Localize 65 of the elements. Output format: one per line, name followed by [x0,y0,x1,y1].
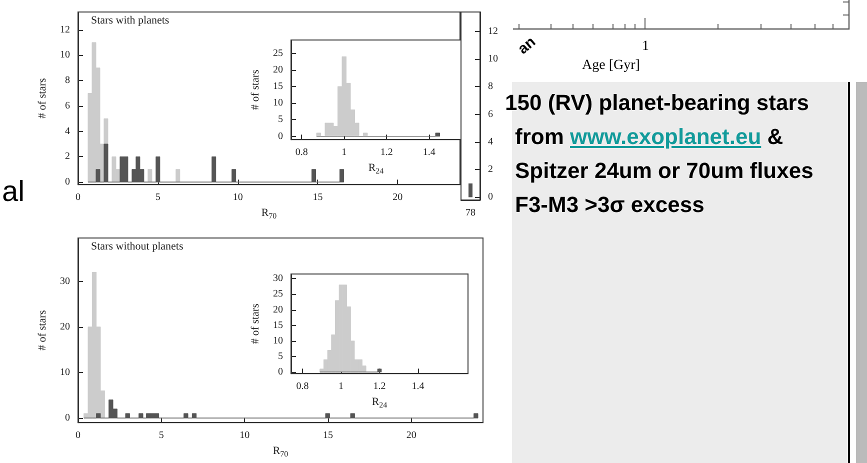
y-tick-label: 20 [273,304,283,316]
x-tick-label: 1 [338,381,344,392]
y-tick-label: 0 [278,366,283,378]
y-tick-label: 25 [273,288,283,300]
y-tick-label: 10 [488,54,498,64]
text: Spitzer 24um or 70um fluxes [515,158,814,183]
y-tick-label: 4 [65,126,70,137]
y-tick-label: 12 [488,26,498,37]
y-tick-label: 6 [65,100,70,112]
y-tick-label: 8 [65,75,70,86]
x-tick-label: 1.4 [422,147,436,158]
x-tick-label: 15 [312,192,323,204]
text: www.exoplanet.eu [570,124,762,149]
x-tick-label: 1.4 [412,381,424,392]
y-tick-label: 0 [65,176,70,188]
y-axis-title: # of stars [36,78,48,118]
x-tick-label: 20 [392,192,403,204]
x-tick-label: 10 [232,192,243,204]
x-tick-label: 10 [240,430,250,442]
text: F3-M3 >3σ excess [515,192,704,217]
y-axis-title: # of stars [250,70,262,110]
text: al [2,176,25,208]
y-tick-label: 0 [278,130,283,142]
y-tick-label: 20 [273,64,283,76]
y-tick-label: 5 [278,114,283,126]
x-tick-label: 1 [342,147,347,158]
text: 1 [642,39,649,54]
x-tick-label: 5 [158,430,164,442]
y-tick-label: 15 [273,320,283,331]
text: from [515,124,564,149]
y-tick-label: 30 [273,273,283,284]
x-tick-label: 1.2 [373,381,386,392]
y-tick-label: 20 [60,321,70,332]
x-tick-label: 0.8 [295,147,308,158]
y-tick-label: 6 [488,108,493,120]
y-tick-label: 0 [65,412,70,424]
text: & [767,124,784,149]
text: Age [Gyr] [582,58,640,73]
y-axis-title: # of stars [250,304,262,344]
y-tick-label: 10 [60,366,70,378]
text: an [514,33,539,58]
y-tick-label: 2 [488,164,493,176]
y-axis-title: # of stars [36,310,48,350]
text: 150 (RV) planet-bearing stars [505,90,810,115]
chart-title: Stars with planets [91,14,170,26]
y-tick-label: 8 [488,81,493,92]
x-tick-label: 0 [76,192,80,204]
x-tick-label: 5 [155,192,160,204]
chart-title: Stars without planets [91,240,184,252]
y-tick-label: 10 [60,50,70,61]
y-tick-label: 12 [60,24,70,36]
x-tick-label: 0.8 [296,381,309,392]
y-tick-label: 30 [60,276,70,287]
y-tick-label: 25 [273,48,283,59]
y-tick-label: 10 [273,335,283,346]
y-tick-label: 10 [273,98,283,109]
x-tick-label: 1.2 [380,147,393,158]
x-tick-label: 0 [76,430,80,442]
x-tick-label: 20 [406,430,416,442]
x-tick-label: 15 [323,430,333,442]
x-tick-label: 78 [466,208,476,218]
y-tick-label: 15 [273,80,283,92]
y-tick-label: 5 [278,350,283,362]
y-tick-label: 4 [488,136,493,148]
y-tick-label: 2 [65,151,70,162]
